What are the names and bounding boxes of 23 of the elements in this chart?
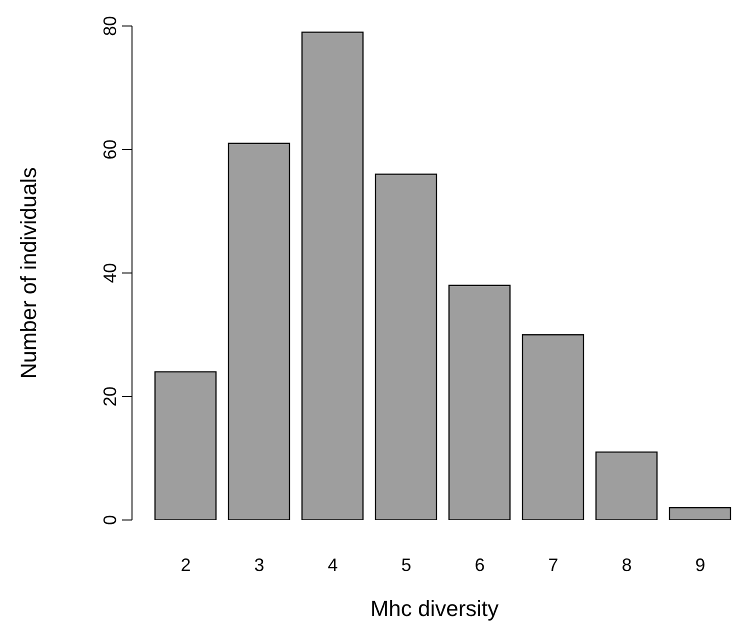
bar [374,174,438,520]
bar [448,284,511,520]
x-tick-label: 8 [622,554,632,575]
x-tick-label: 9 [695,554,706,575]
y-tick-label: 80 [100,16,120,36]
x-axis-title: Mhc diversity [370,596,499,621]
bar [154,371,217,520]
y-tick-label: 60 [100,139,120,160]
x-tick-label: 2 [180,554,191,575]
x-tick-label: 3 [254,554,264,575]
y-tick-label: 0 [100,514,120,526]
bar [228,142,290,520]
x-tick-label: 4 [328,554,338,575]
bar [301,32,364,520]
bar [595,451,658,520]
x-tick-label: 7 [548,554,558,575]
bar [668,507,732,520]
x-tick-label: 5 [401,554,412,575]
y-axis-title: Number of individuals [16,167,41,379]
y-tick-label: 40 [100,262,120,284]
x-tick-label: 6 [474,554,485,575]
y-tick-label: 20 [100,386,120,407]
bar [522,334,584,520]
